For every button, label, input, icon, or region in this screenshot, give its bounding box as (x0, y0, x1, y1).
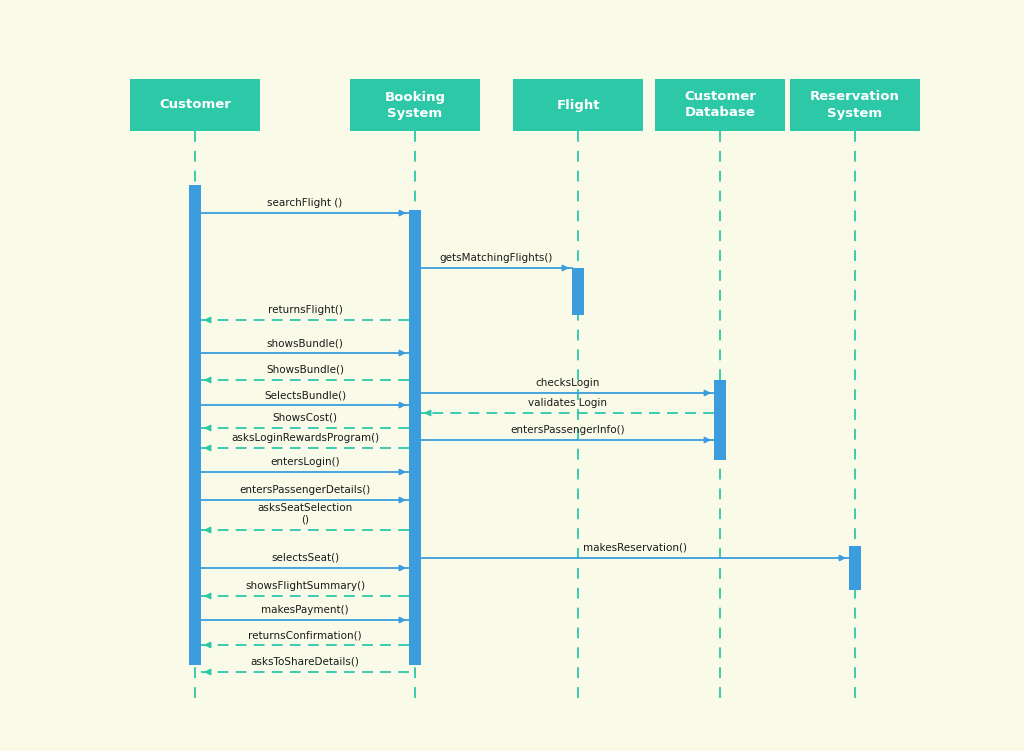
Text: returnsFlight(): returnsFlight() (267, 305, 342, 315)
Text: Customer
Database: Customer Database (684, 91, 756, 119)
FancyBboxPatch shape (350, 79, 480, 131)
Text: asksToShareDetails(): asksToShareDetails() (251, 657, 359, 667)
FancyBboxPatch shape (714, 380, 726, 460)
Text: searchFlight (): searchFlight () (267, 198, 343, 208)
FancyBboxPatch shape (655, 79, 785, 131)
Text: checksLogin: checksLogin (536, 378, 600, 388)
FancyBboxPatch shape (790, 79, 920, 131)
Text: getsMatchingFlights(): getsMatchingFlights() (440, 253, 553, 263)
Text: ShowsBundle(): ShowsBundle() (266, 365, 344, 375)
Text: SelectsBundle(): SelectsBundle() (264, 390, 346, 400)
FancyBboxPatch shape (409, 210, 421, 665)
Text: Reservation
System: Reservation System (810, 91, 900, 119)
Text: showsFlightSummary(): showsFlightSummary() (245, 581, 366, 591)
FancyBboxPatch shape (849, 546, 861, 590)
Text: asksLoginRewardsProgram(): asksLoginRewardsProgram() (231, 433, 379, 443)
Text: ShowsCost(): ShowsCost() (272, 413, 338, 423)
Text: selectsSeat(): selectsSeat() (271, 553, 339, 563)
Text: makesReservation(): makesReservation() (583, 543, 687, 553)
Text: validates Login: validates Login (528, 398, 607, 408)
Text: Customer: Customer (159, 98, 231, 111)
FancyBboxPatch shape (572, 268, 584, 315)
Text: showsBundle(): showsBundle() (266, 338, 343, 348)
Text: Booking
System: Booking System (384, 91, 445, 119)
Text: asksSeatSelection
(): asksSeatSelection () (257, 503, 352, 525)
FancyBboxPatch shape (513, 79, 643, 131)
Text: entersPassengerDetails(): entersPassengerDetails() (240, 485, 371, 495)
Text: makesPayment(): makesPayment() (261, 605, 349, 615)
Text: returnsConfirmation(): returnsConfirmation() (248, 630, 361, 640)
Text: Flight: Flight (556, 98, 600, 111)
Text: entersPassengerInfo(): entersPassengerInfo() (510, 425, 625, 435)
Text: entersLogin(): entersLogin() (270, 457, 340, 467)
FancyBboxPatch shape (130, 79, 260, 131)
FancyBboxPatch shape (189, 185, 201, 665)
